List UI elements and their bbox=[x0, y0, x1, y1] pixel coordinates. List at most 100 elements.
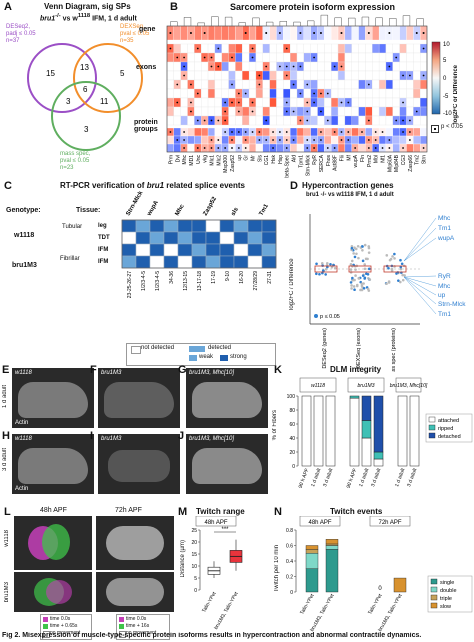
legend-text-detached: detached bbox=[438, 434, 461, 440]
heatmap-cell bbox=[221, 25, 229, 41]
heatmap-cell bbox=[228, 70, 236, 81]
heatmap-cell bbox=[221, 43, 229, 54]
callout-mhc: Mhc bbox=[438, 283, 451, 290]
rtpcr-cell bbox=[205, 255, 221, 269]
twitch-image-w-48h bbox=[14, 516, 92, 570]
column-label-cg1: CG1 bbox=[264, 155, 270, 166]
sig-dot bbox=[292, 139, 295, 141]
legend-text-slow: slow bbox=[440, 604, 451, 610]
sig-dot bbox=[326, 119, 329, 122]
heatmap-cell bbox=[317, 115, 325, 126]
heatmap-cell bbox=[269, 79, 277, 90]
heatmap-cell bbox=[331, 135, 339, 145]
data-point bbox=[353, 255, 357, 259]
heatmap-cell bbox=[358, 43, 366, 54]
column-label-cg3: CG3 bbox=[401, 155, 407, 166]
data-point bbox=[396, 271, 400, 274]
rtpcr-cell bbox=[205, 219, 221, 233]
x-label: 1 d adult bbox=[394, 467, 406, 488]
data-point bbox=[393, 252, 396, 256]
magenta-signal bbox=[46, 580, 72, 604]
legend-text-ripped: ripped bbox=[438, 426, 453, 432]
data-point bbox=[330, 265, 334, 269]
y-tick-label: 100 bbox=[287, 394, 296, 400]
sig-dot bbox=[244, 32, 247, 34]
heatmap-cell bbox=[413, 79, 421, 90]
venn-set3-label: mass spec, pval ≤ 0.05 n=23 bbox=[60, 151, 91, 171]
heatmap-cell bbox=[378, 70, 387, 81]
heatmap-cell bbox=[310, 61, 318, 72]
heatmap-cell bbox=[324, 106, 332, 117]
dendrogram-branch bbox=[348, 17, 356, 26]
heatmap-cell bbox=[242, 97, 250, 108]
heatmap-cell bbox=[187, 135, 195, 145]
heatmap-cell bbox=[255, 88, 263, 99]
data-point bbox=[354, 274, 357, 277]
panel-f-letter: F bbox=[90, 364, 97, 376]
sig-dot bbox=[285, 101, 288, 104]
sig-dot bbox=[210, 65, 213, 68]
venn-count-7: 3 bbox=[84, 125, 89, 134]
heatmap-cell bbox=[399, 88, 407, 99]
sig-dot bbox=[388, 32, 391, 34]
data-point bbox=[363, 277, 366, 280]
data-point bbox=[315, 262, 318, 266]
heatmap-cell bbox=[214, 97, 222, 108]
column-label-strn: Strn bbox=[422, 155, 428, 164]
micrograph-e: w1118 Actin bbox=[12, 368, 94, 428]
heatmap-cell bbox=[303, 70, 311, 81]
sig-dot bbox=[265, 32, 268, 34]
heatmap-cell bbox=[372, 61, 380, 72]
legend-text-single: single bbox=[440, 580, 454, 586]
rtpcr-cell bbox=[247, 243, 263, 257]
heatmap-cell bbox=[180, 97, 188, 108]
data-point bbox=[397, 279, 400, 282]
rtpcr-cell bbox=[149, 243, 165, 257]
data-point bbox=[329, 262, 332, 266]
bar-ripped bbox=[361, 420, 372, 439]
gene-header-wupa: wupA bbox=[146, 199, 160, 218]
bar-triple bbox=[305, 549, 319, 554]
heatmap-cell bbox=[385, 70, 393, 81]
heatmap-cell bbox=[317, 43, 325, 54]
heatmap-cell bbox=[242, 79, 250, 90]
heatmap-cell bbox=[296, 135, 304, 145]
heatmap-cell bbox=[194, 70, 202, 81]
sig-dot bbox=[367, 83, 370, 86]
heatmap-cell bbox=[221, 70, 229, 81]
heatmap-cell bbox=[201, 88, 209, 99]
heatmap-cell bbox=[420, 61, 428, 72]
micrograph-h-label: w1118 bbox=[15, 436, 32, 442]
bar-detached bbox=[373, 395, 384, 453]
data-point bbox=[350, 287, 353, 290]
sig-dot bbox=[354, 147, 357, 149]
sig-dot bbox=[196, 47, 199, 50]
heatmap-cell bbox=[166, 79, 174, 90]
heatmap-cell bbox=[317, 97, 325, 108]
dendrogram-branch bbox=[224, 16, 233, 26]
sig-dot bbox=[415, 32, 418, 34]
gene-header-zasp52: Zasp52 bbox=[203, 196, 219, 217]
rtpcr-cell bbox=[233, 255, 249, 269]
heatmap-cell bbox=[248, 61, 257, 72]
heatmap-cell bbox=[372, 88, 380, 99]
data-point bbox=[393, 265, 396, 268]
legend-swatch-double bbox=[430, 586, 438, 593]
sig-dot bbox=[367, 147, 370, 149]
cb-tick-3: 0 bbox=[443, 76, 447, 82]
stage-1d-label: 1 d adult bbox=[2, 385, 8, 409]
sig-dot bbox=[402, 74, 404, 77]
heatmap-cell bbox=[276, 106, 284, 117]
exon-label: 16-20 bbox=[239, 271, 245, 284]
heatmap-cell bbox=[296, 52, 304, 63]
y-tick-label: 80 bbox=[289, 408, 295, 414]
sig-dot bbox=[285, 147, 288, 149]
heatmap-cell bbox=[317, 70, 325, 81]
data-point bbox=[385, 282, 388, 286]
heatmap-cell bbox=[228, 25, 236, 41]
sig-dot bbox=[189, 32, 192, 34]
heatmap-cell bbox=[413, 127, 421, 137]
heatmap-cell bbox=[303, 61, 311, 72]
legend-l-72h-3: no movement bbox=[126, 630, 157, 636]
sig-dot bbox=[190, 83, 192, 86]
